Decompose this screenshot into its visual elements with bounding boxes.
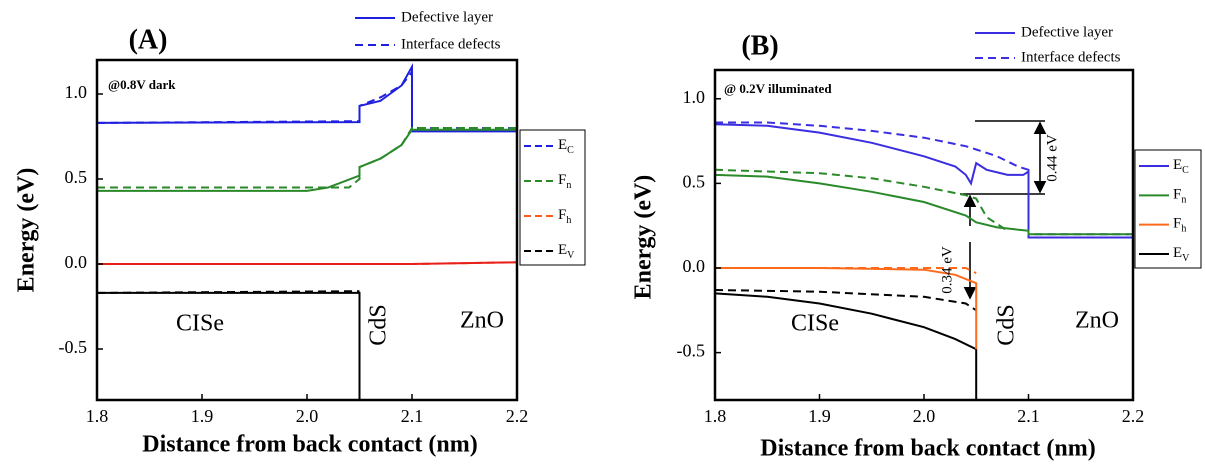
legend-symbol: F xyxy=(1173,187,1181,203)
line xyxy=(714,123,1133,239)
x-tick-label: 2.0 xyxy=(296,406,319,426)
annotation: @0.8V dark xyxy=(108,77,176,92)
line xyxy=(97,128,517,192)
x-axis-label: Distance from back contact (nm) xyxy=(142,432,478,458)
annotation: @ 0.2V illuminated xyxy=(724,81,832,96)
legend-label: Fh xyxy=(1173,216,1186,235)
x-tick-label: 1.9 xyxy=(808,406,831,426)
legend-symbol: E xyxy=(558,242,567,258)
legend-symbol: F xyxy=(558,172,566,188)
y-tick-label: 1.0 xyxy=(683,87,706,107)
gap-arrows xyxy=(960,120,1047,300)
x-tick-label: 1.8 xyxy=(86,406,109,426)
panel-label: (B) xyxy=(741,30,778,61)
y-tick-label: -0.5 xyxy=(59,337,88,357)
y-tick-label: -0.5 xyxy=(677,341,706,361)
x-tick-label: 1.8 xyxy=(704,406,727,426)
legend-symbol: E xyxy=(558,137,567,153)
gap-label: 0.44 eV xyxy=(1044,134,1060,182)
legend-label: Fn xyxy=(558,172,571,191)
legend-subscript: n xyxy=(1181,195,1186,206)
legend-label: Defective layer xyxy=(1021,24,1113,40)
line xyxy=(715,267,977,274)
legend-label: Interface defects xyxy=(1021,49,1121,65)
line xyxy=(97,291,361,400)
region-label: CdS xyxy=(366,304,392,345)
y-tick-label: 1.0 xyxy=(65,82,88,102)
y-tick-label: 0.0 xyxy=(683,256,706,276)
legend-label: EV xyxy=(558,242,575,261)
legend-label: Interface defects xyxy=(401,36,501,52)
legend-subscript: V xyxy=(1182,253,1190,264)
x-axis-label: Distance from back contact (nm) xyxy=(760,436,1096,462)
line xyxy=(96,68,517,129)
region-label: CISe xyxy=(176,311,224,337)
legend-label: Defective layer xyxy=(401,9,493,25)
legend-subscript: V xyxy=(567,250,575,261)
y-tick-label: 0.0 xyxy=(65,252,88,272)
gap-label: 0.34 eV xyxy=(939,246,955,294)
legend-box xyxy=(1134,149,1202,269)
x-tick-label: 2.1 xyxy=(401,406,424,426)
x-tick-label: 1.9 xyxy=(191,406,214,426)
legend-label: Fn xyxy=(1173,187,1186,206)
legend-subscript: n xyxy=(566,180,571,191)
x-tick-label: 2.1 xyxy=(1017,406,1040,426)
x-tick-label: 2.2 xyxy=(506,406,529,426)
legend-label: EV xyxy=(1173,245,1190,264)
legend-symbol: E xyxy=(1173,245,1182,261)
line xyxy=(97,261,518,265)
plot-frame xyxy=(95,58,519,402)
region-label: ZnO xyxy=(1075,308,1119,334)
x-tick-label: 2.2 xyxy=(1122,406,1145,426)
y-tick-label: 0.5 xyxy=(683,172,706,192)
y-axis-label: Energy (eV) xyxy=(631,175,657,300)
line xyxy=(714,173,1133,236)
legend-label: EC xyxy=(558,137,574,156)
region-label: CdS xyxy=(994,304,1020,345)
region-label: CISe xyxy=(791,311,839,337)
line xyxy=(714,289,977,312)
x-tick-label: 2.0 xyxy=(913,406,936,426)
region-label: ZnO xyxy=(460,308,504,334)
legend-subscript: h xyxy=(566,215,571,226)
legend-symbol: E xyxy=(1173,157,1182,173)
line xyxy=(715,121,1133,236)
panel-label: (A) xyxy=(129,24,168,55)
legend-subscript: C xyxy=(567,145,574,156)
legend-label: Fh xyxy=(558,207,571,226)
legend-symbol: F xyxy=(558,207,566,223)
line xyxy=(715,267,978,350)
y-tick-label: 0.5 xyxy=(65,167,88,187)
y-axis-label: Energy (eV) xyxy=(14,168,40,293)
line xyxy=(97,127,517,189)
legend-label: EC xyxy=(1173,157,1189,176)
line xyxy=(714,292,978,400)
line xyxy=(714,168,1009,232)
legend-box xyxy=(519,129,586,266)
legend-subscript: C xyxy=(1182,165,1189,176)
legend-symbol: F xyxy=(1173,216,1181,232)
legend-subscript: h xyxy=(1181,224,1186,235)
